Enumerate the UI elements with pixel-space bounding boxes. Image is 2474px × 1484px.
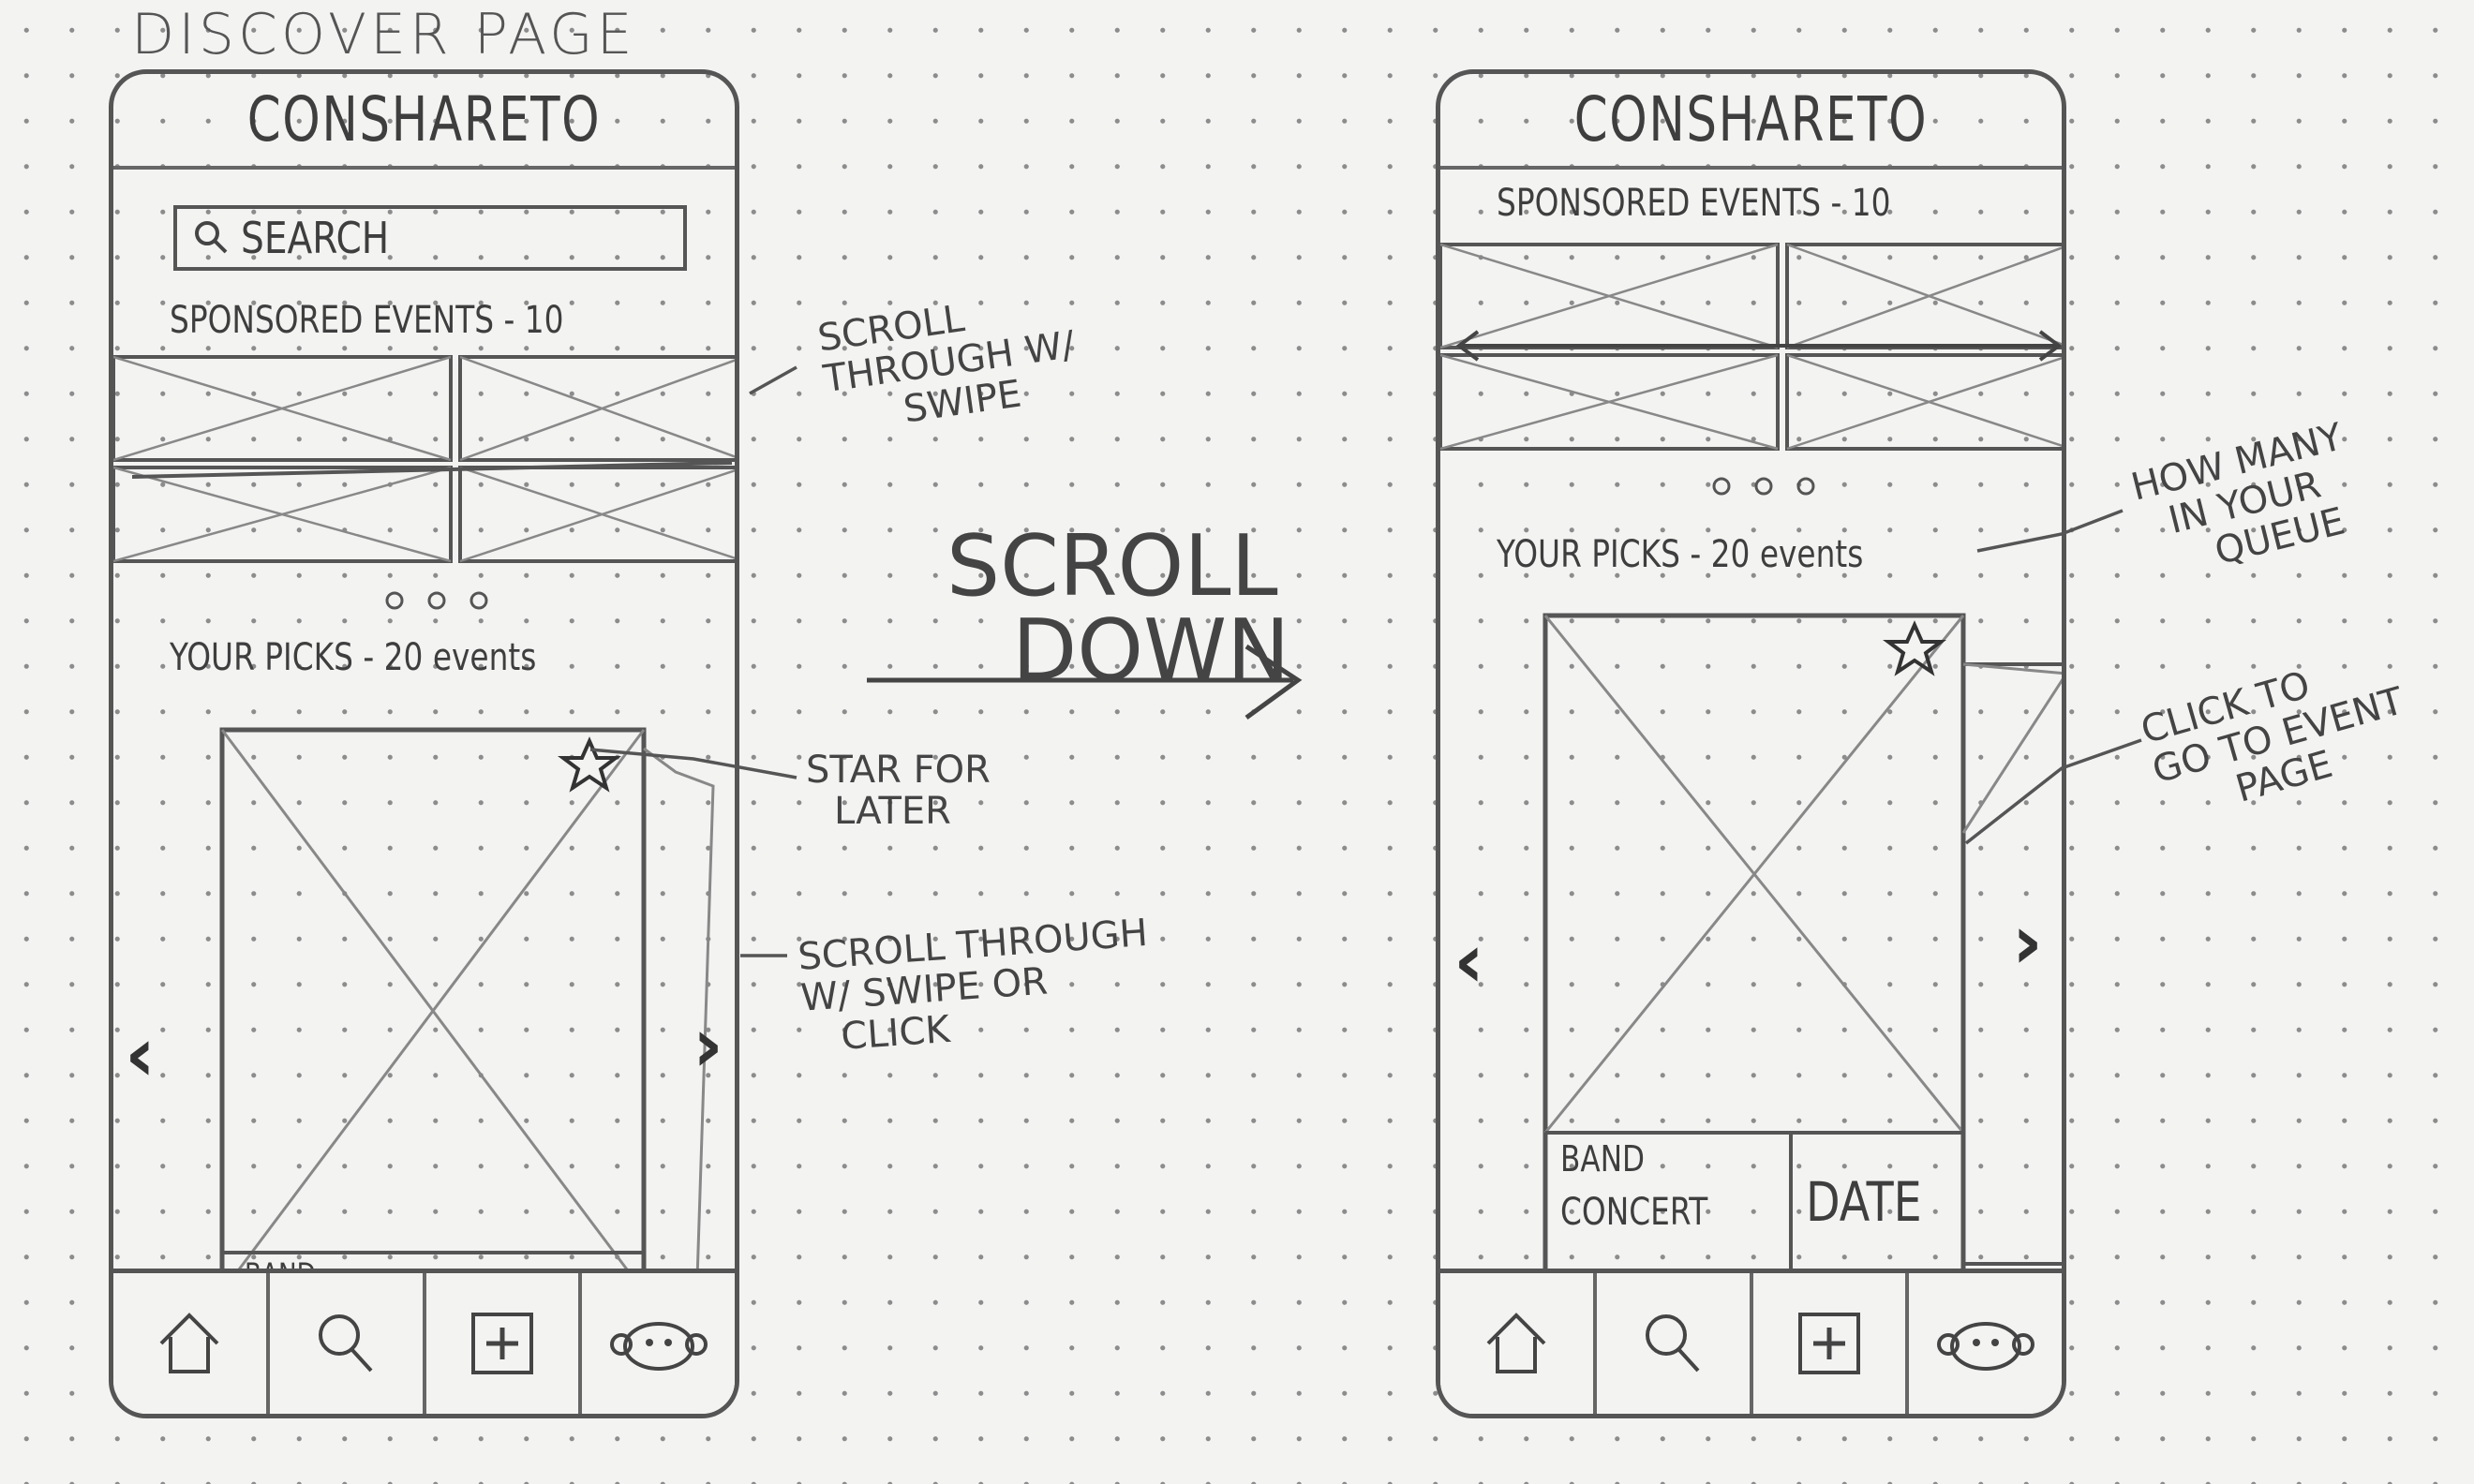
star-icon [1883,620,1946,676]
nav-home[interactable] [113,1273,270,1414]
sponsored-events-label: SPONSORED EVENTS - 10 [1497,182,1891,225]
search-icon [319,1314,373,1373]
search-icon [1646,1314,1700,1373]
page-title: DISCOVER PAGE [131,2,636,67]
nav-add[interactable] [1753,1273,1910,1414]
your-picks-label: YOUR PICKS - 20 events [170,636,537,679]
phone-mockup-discover: CONSHARETO SEARCH SPONSORED EVENTS - 10 … [109,69,739,1418]
note-star-later: STAR FOR LATER [806,749,991,832]
nav-search[interactable] [1597,1273,1753,1414]
note-how-many: HOW MANY IN YOUR QUEUE [2127,415,2366,588]
nav-profile[interactable] [582,1273,735,1414]
bottom-nav [1440,1269,2062,1414]
add-icon [1797,1313,1860,1374]
profile-icon [609,1322,708,1371]
header-divider [113,166,735,170]
sponsored-carousel[interactable] [1440,74,2066,1418]
bottom-nav [113,1269,735,1414]
app-title: CONSHARETO [1573,83,1929,156]
home-icon [1486,1313,1546,1373]
chevron-left-icon[interactable]: ‹ [125,1011,156,1098]
header-divider [1440,166,2062,170]
note-line: STAR FOR [806,749,991,792]
carousel-dots [1712,477,1815,496]
sponsored-carousel[interactable] [113,74,739,1418]
nav-profile[interactable] [1909,1273,2062,1414]
search-icon [195,221,228,254]
search-placeholder: SEARCH [241,213,390,263]
home-icon [159,1313,219,1373]
profile-icon [1936,1322,2034,1371]
note-line: DOWN [1012,601,1290,700]
note-line: SCROLL [946,517,1278,616]
nav-home[interactable] [1440,1273,1597,1414]
star-icon [558,736,621,793]
add-icon [470,1313,533,1374]
note-click-event: CLICK TO GO TO EVENT PAGE [2137,641,2420,831]
note-scroll-swipe: SCROLL THROUGH W/ SWIPE [815,283,1083,440]
chevron-right-icon[interactable]: › [693,1002,723,1089]
carousel-dots [385,591,488,610]
card-concert-label: CONCERT [1560,1191,1708,1234]
card-band-label: BAND [1560,1138,1646,1180]
card-date-label: DATE [1806,1170,1922,1234]
note-scroll-down: SCROLL DOWN [946,525,1289,693]
nav-add[interactable] [426,1273,583,1414]
your-picks-label: YOUR PICKS - 20 events [1497,533,1864,576]
search-input[interactable]: SEARCH [173,205,687,271]
chevron-right-icon[interactable]: › [2012,898,2043,986]
note-line: LATER [834,790,951,833]
note-scroll-swipe-click: SCROLL THROUGH W/ SWIPE OR CLICK [797,912,1155,1061]
event-card[interactable] [219,727,647,1418]
app-title: CONSHARETO [246,83,602,156]
nav-search[interactable] [270,1273,426,1414]
chevron-left-icon[interactable]: ‹ [1453,917,1484,1004]
phone-mockup-discover-scrolled: CONSHARETO SPONSORED EVENTS - 10 YOUR PI… [1436,69,2066,1418]
sponsored-events-label: SPONSORED EVENTS - 10 [170,299,564,342]
